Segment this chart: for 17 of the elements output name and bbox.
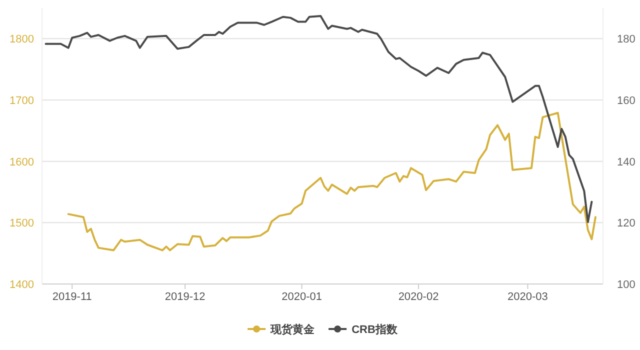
y2-tick-label: 120 [617, 218, 636, 230]
x-tick-label: 2020-03 [508, 291, 548, 303]
x-tick-label: 2019-11 [52, 291, 92, 303]
y-tick-label: 1500 [10, 218, 34, 230]
y2-tick-label: 180 [617, 34, 636, 46]
y-tick-label: 1400 [10, 279, 34, 291]
legend-label: 现货黄金 [270, 323, 316, 336]
legend-label: CRB指数 [352, 323, 398, 336]
y2-tick-label: 100 [617, 279, 636, 291]
y-tick-label: 1800 [10, 34, 34, 46]
x-tick-label: 2020-01 [282, 291, 322, 303]
x-tick-label: 2020-02 [398, 291, 439, 303]
y-tick-label: 1700 [10, 95, 34, 107]
y2-tick-label: 140 [617, 156, 636, 168]
y-tick-label: 1600 [10, 156, 34, 168]
y2-tick-label: 160 [617, 95, 636, 107]
x-tick-label: 2019-12 [164, 291, 206, 303]
